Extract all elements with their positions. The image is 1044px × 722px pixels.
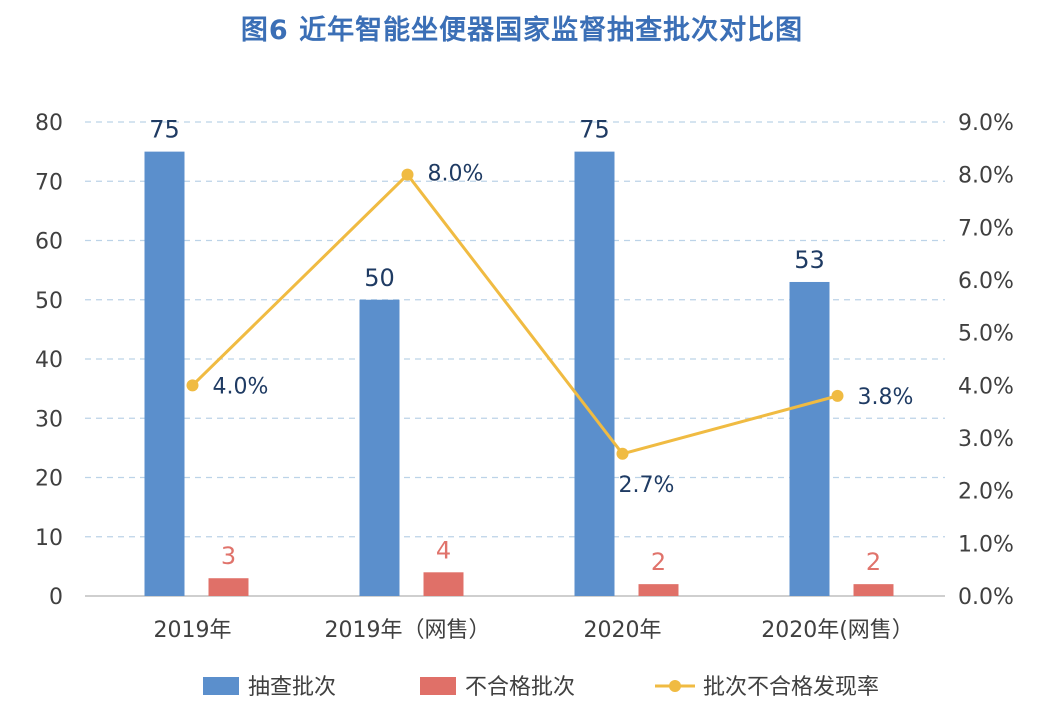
- bar-data-label: 75: [579, 116, 610, 144]
- y-right-tick-label: 0.0%: [958, 585, 1014, 610]
- rate-data-label: 2.7%: [619, 473, 675, 498]
- y-right-tick-label: 1.0%: [958, 532, 1014, 557]
- x-category-label: 2019年: [154, 618, 232, 643]
- y-left-tick-label: 60: [35, 230, 63, 255]
- legend-label: 不合格批次: [465, 675, 575, 700]
- y-left-tick-label: 0: [49, 585, 63, 610]
- y-right-tick-label: 4.0%: [958, 374, 1014, 399]
- rate-data-label: 8.0%: [428, 162, 484, 187]
- y-right-tick-label: 3.0%: [958, 427, 1014, 452]
- y-left-tick-label: 10: [35, 526, 63, 551]
- bar-failed: [208, 578, 249, 596]
- y-left-tick-label: 70: [35, 170, 63, 195]
- bar-inspected: [144, 151, 185, 596]
- rate-data-label: 3.8%: [858, 385, 914, 410]
- y-left-tick-label: 50: [35, 289, 63, 314]
- legend-label: 批次不合格发现率: [703, 675, 879, 700]
- bar-data-label: 50: [364, 264, 395, 292]
- bar-inspected: [359, 299, 400, 596]
- rate-point: [831, 389, 844, 402]
- rate-data-label: 4.0%: [213, 374, 269, 399]
- legend-label: 抽查批次: [248, 675, 336, 700]
- rate-point: [401, 168, 414, 181]
- y-left-tick-label: 20: [35, 467, 63, 492]
- y-right-tick-label: 2.0%: [958, 480, 1014, 505]
- rate-point: [616, 447, 629, 460]
- y-right-tick-label: 9.0%: [958, 111, 1014, 136]
- y-right-tick-label: 8.0%: [958, 164, 1014, 189]
- legend-marker: [669, 680, 681, 692]
- bar-data-label: 2: [866, 548, 881, 576]
- bar-inspected: [789, 281, 830, 596]
- y-left-tick-label: 80: [35, 111, 63, 136]
- y-right-tick-label: 7.0%: [958, 216, 1014, 241]
- bar-data-label: 75: [149, 116, 180, 144]
- legend-swatch: [420, 677, 456, 695]
- bar-data-label: 2: [651, 548, 666, 576]
- legend-swatch: [203, 677, 239, 695]
- bar-data-label: 4: [436, 536, 451, 564]
- rate-line: [191, 172, 838, 456]
- y-left-tick-label: 30: [35, 407, 63, 432]
- y-right-tick-label: 5.0%: [958, 322, 1014, 347]
- y-right-tick-label: 6.0%: [958, 269, 1014, 294]
- chart-title: 图6 近年智能坐便器国家监督抽查批次对比图: [240, 15, 804, 46]
- bar-data-label: 3: [221, 542, 236, 570]
- x-category-label: 2020年: [584, 618, 662, 643]
- bar-inspected: [574, 151, 615, 596]
- bar-data-label: 53: [794, 246, 825, 274]
- bar-failed: [638, 584, 679, 596]
- y-left-tick-label: 40: [35, 348, 63, 373]
- rate-point: [186, 379, 199, 392]
- x-category-label: 2019年（网售）: [325, 618, 491, 643]
- bar-failed: [853, 584, 894, 596]
- bar-failed: [423, 572, 464, 596]
- x-category-label: 2020年(网售）: [761, 618, 914, 643]
